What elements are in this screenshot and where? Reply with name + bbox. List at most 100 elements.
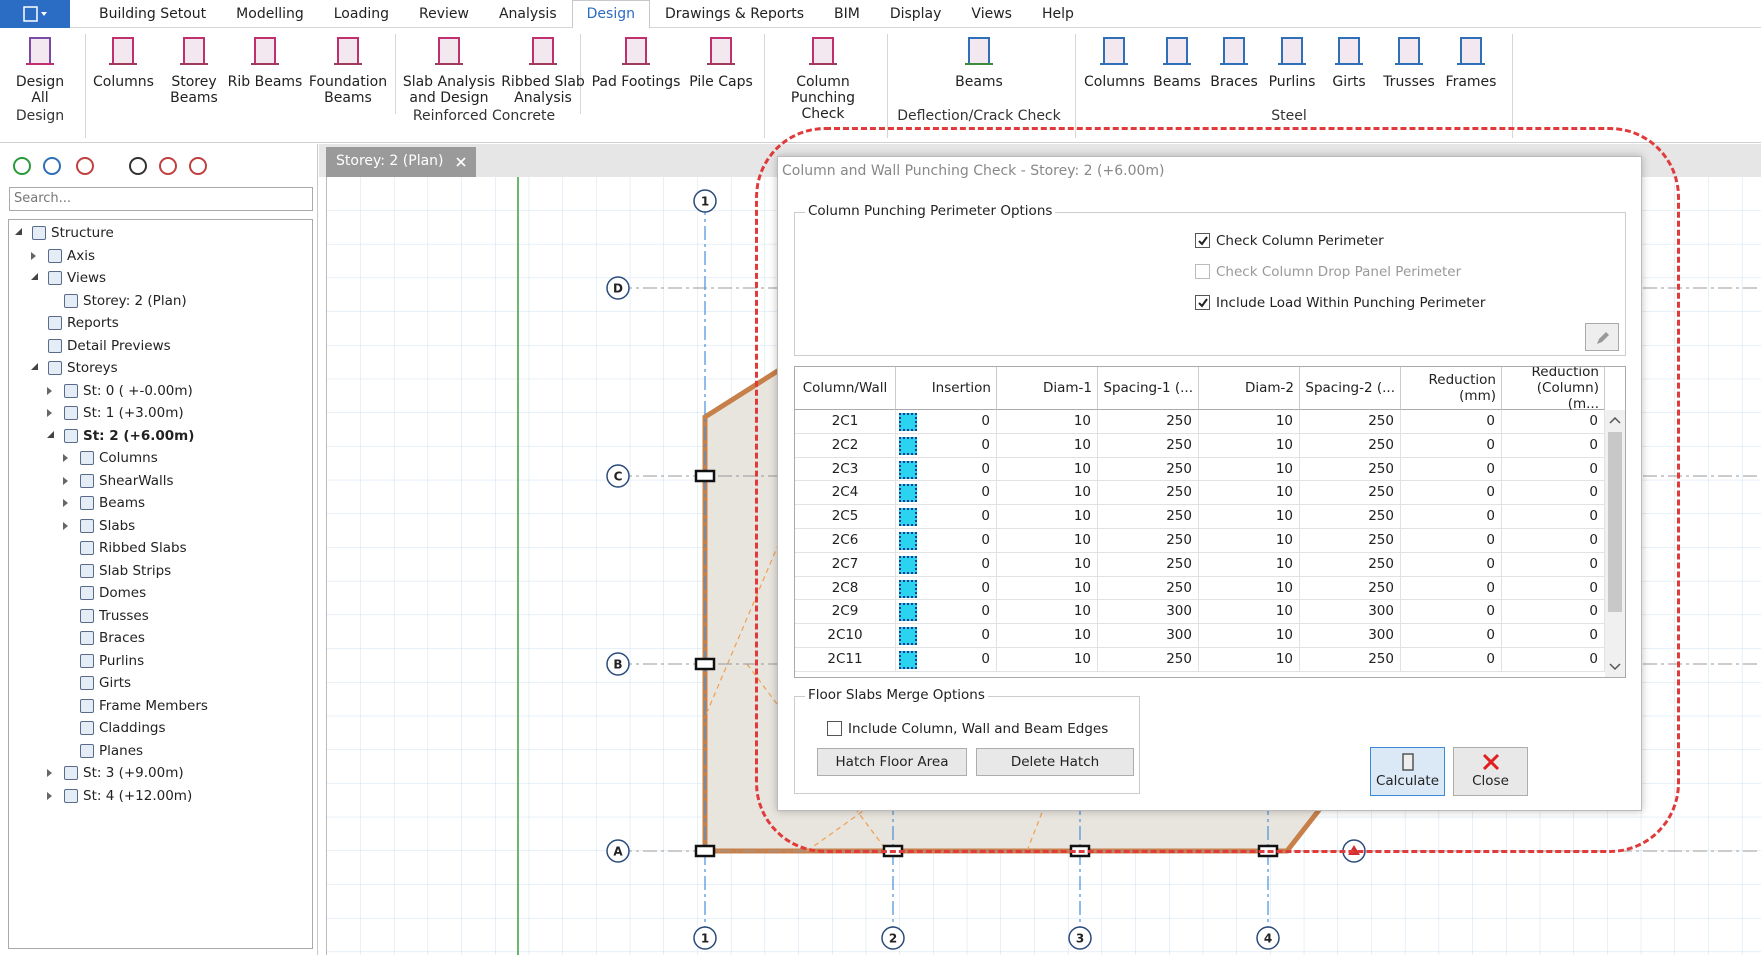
- tree-expander[interactable]: [63, 454, 68, 462]
- tree-item[interactable]: St: 2 (+6.00m): [9, 425, 309, 447]
- menu-tab[interactable]: Display: [889, 5, 942, 22]
- button[interactable]: Delete Hatch: [976, 748, 1134, 776]
- table-row[interactable]: 2C3 0 10 250 10 250 0 0: [795, 457, 1605, 482]
- tree-item[interactable]: Storey: 2 (Plan): [9, 290, 309, 312]
- tree-expander[interactable]: [47, 430, 54, 438]
- tree-expander[interactable]: [63, 476, 68, 485]
- menu-tab[interactable]: Drawings & Reports: [664, 5, 804, 22]
- ribbon-button[interactable]: Column Punching Check: [769, 32, 877, 122]
- checkbox[interactable]: [1195, 233, 1210, 248]
- tree-item[interactable]: St: 3 (+9.00m): [9, 762, 309, 784]
- option-label[interactable]: Include Column, Wall and Beam Edges: [848, 721, 1109, 737]
- tree-item[interactable]: Braces: [9, 627, 309, 649]
- tree-item[interactable]: Storeys: [9, 357, 309, 379]
- ribbon-button[interactable]: Slab Analysis and Design: [401, 32, 497, 106]
- tree-item[interactable]: St: 0 ( +-0.00m): [9, 380, 309, 402]
- tree-expander[interactable]: [31, 363, 38, 370]
- ribbon-button[interactable]: Columns: [1084, 32, 1145, 90]
- tree-expander[interactable]: [47, 409, 52, 417]
- tree-expander[interactable]: [47, 386, 52, 395]
- tree-item[interactable]: Domes: [9, 582, 309, 604]
- menu-tab[interactable]: Review: [418, 5, 469, 22]
- button[interactable]: Calculate: [1370, 747, 1445, 796]
- ribbon-icon-body: [438, 37, 460, 65]
- table-row[interactable]: 2C2 0 10 250 10 250 0 0: [795, 433, 1605, 458]
- table-row[interactable]: 2C11 0 10 250 10 250 0 0: [795, 648, 1605, 672]
- tree-item[interactable]: Beams: [9, 492, 309, 514]
- ribbon-button[interactable]: Beams: [944, 32, 1014, 90]
- tree-item[interactable]: Reports: [9, 312, 309, 334]
- option-label[interactable]: Include Load Within Punching Perimeter: [1216, 295, 1486, 311]
- ribbon-button[interactable]: Beams: [1152, 32, 1202, 90]
- ribbon-button[interactable]: Foundation Beams: [308, 32, 388, 106]
- tree-item[interactable]: Axis: [9, 245, 309, 267]
- button[interactable]: Close: [1453, 747, 1528, 796]
- menu-tab[interactable]: Loading: [333, 5, 389, 22]
- ribbon-button[interactable]: Storey Beams: [166, 32, 222, 106]
- table-row[interactable]: 2C4 0 10 250 10 250 0 0: [795, 481, 1605, 506]
- tree-expander[interactable]: [63, 521, 68, 530]
- table-row[interactable]: 2C5 0 10 250 10 250 0 0: [795, 505, 1605, 529]
- menu-tab[interactable]: Analysis: [498, 5, 557, 22]
- ribbon-button[interactable]: Pad Footings: [590, 32, 682, 90]
- ribbon-button[interactable]: Girts: [1324, 32, 1374, 90]
- ribbon-button[interactable]: Ribbed Slab Analysis: [500, 32, 586, 106]
- tree-item[interactable]: Girts: [9, 672, 309, 694]
- tree-expander[interactable]: [47, 769, 52, 777]
- tree-item[interactable]: Planes: [9, 740, 309, 762]
- tree-item[interactable]: Detail Previews: [9, 335, 309, 357]
- checkbox[interactable]: [827, 721, 842, 736]
- checkbox[interactable]: [1195, 295, 1210, 310]
- tree-item[interactable]: Views: [9, 267, 309, 289]
- menu-tab[interactable]: Design: [571, 0, 650, 28]
- menu-tab[interactable]: Modelling: [236, 5, 304, 22]
- tree-expander[interactable]: [31, 273, 38, 280]
- document-tab[interactable]: Storey: 2 (Plan): [326, 147, 476, 177]
- table-row[interactable]: 2C9 0 10 300 10 300 0 0: [795, 600, 1605, 625]
- table-row[interactable]: 2C8 0 10 250 10 250 0 0: [795, 576, 1605, 601]
- ribbon-button[interactable]: Trusses: [1378, 32, 1440, 90]
- tree-expander[interactable]: [31, 251, 36, 260]
- tree-item[interactable]: ShearWalls: [9, 470, 309, 492]
- tree-item[interactable]: Slabs: [9, 515, 309, 537]
- ribbon-button[interactable]: Columns: [93, 32, 154, 90]
- menu-tab[interactable]: Help: [1041, 5, 1074, 22]
- tree-item[interactable]: Structure: [9, 222, 309, 244]
- ribbon-button[interactable]: Design All: [12, 32, 68, 106]
- table-cell: 250: [1098, 410, 1199, 434]
- tree-item[interactable]: St: 1 (+3.00m): [9, 402, 309, 424]
- menu-tab[interactable]: BIM: [834, 5, 860, 22]
- tree-item[interactable]: Ribbed Slabs: [9, 537, 309, 559]
- button[interactable]: Hatch Floor Area: [817, 748, 967, 776]
- tree-expander[interactable]: [63, 499, 68, 507]
- table-row[interactable]: 2C7 0 10 250 10 250 0 0: [795, 552, 1605, 577]
- column-header: Column/Wall: [795, 367, 896, 410]
- tree-item[interactable]: St: 4 (+12.00m): [9, 785, 309, 807]
- table-scrollbar[interactable]: [1605, 410, 1625, 677]
- tree-item[interactable]: Trusses: [9, 605, 309, 627]
- menu-tab[interactable]: Building Setout: [99, 5, 207, 22]
- tree-item[interactable]: Slab Strips: [9, 560, 309, 582]
- table-row[interactable]: 2C10 0 10 300 10 300 0 0: [795, 624, 1605, 648]
- scroll-thumb[interactable]: [1608, 432, 1622, 612]
- ribbon-button[interactable]: Rib Beams: [225, 32, 305, 90]
- tree-item[interactable]: Purlins: [9, 650, 309, 672]
- tree-expander[interactable]: [47, 791, 52, 800]
- ribbon-button[interactable]: Purlins: [1263, 32, 1321, 90]
- menu-tab[interactable]: Views: [971, 5, 1012, 22]
- table-cell: 10: [997, 433, 1098, 458]
- ribbon-button[interactable]: Pile Caps: [685, 32, 757, 90]
- ribbon-button[interactable]: Frames: [1441, 32, 1501, 90]
- tree-item[interactable]: Columns: [9, 447, 309, 469]
- tree-item[interactable]: Claddings: [9, 717, 309, 739]
- ribbon-button[interactable]: Braces: [1206, 32, 1262, 90]
- table-row[interactable]: 2C6 0 10 250 10 250 0 0: [795, 529, 1605, 553]
- table-row[interactable]: 2C1 0 10 250 10 250 0 0: [795, 410, 1605, 434]
- search-box[interactable]: Search...: [9, 187, 313, 211]
- edit-button[interactable]: [1585, 323, 1619, 351]
- grid-bubble: [606, 464, 630, 488]
- app-menu-button[interactable]: [0, 0, 70, 28]
- tree-item[interactable]: Frame Members: [9, 695, 309, 717]
- option-label[interactable]: Check Column Perimeter: [1216, 233, 1384, 249]
- tree-expander[interactable]: [15, 228, 22, 235]
